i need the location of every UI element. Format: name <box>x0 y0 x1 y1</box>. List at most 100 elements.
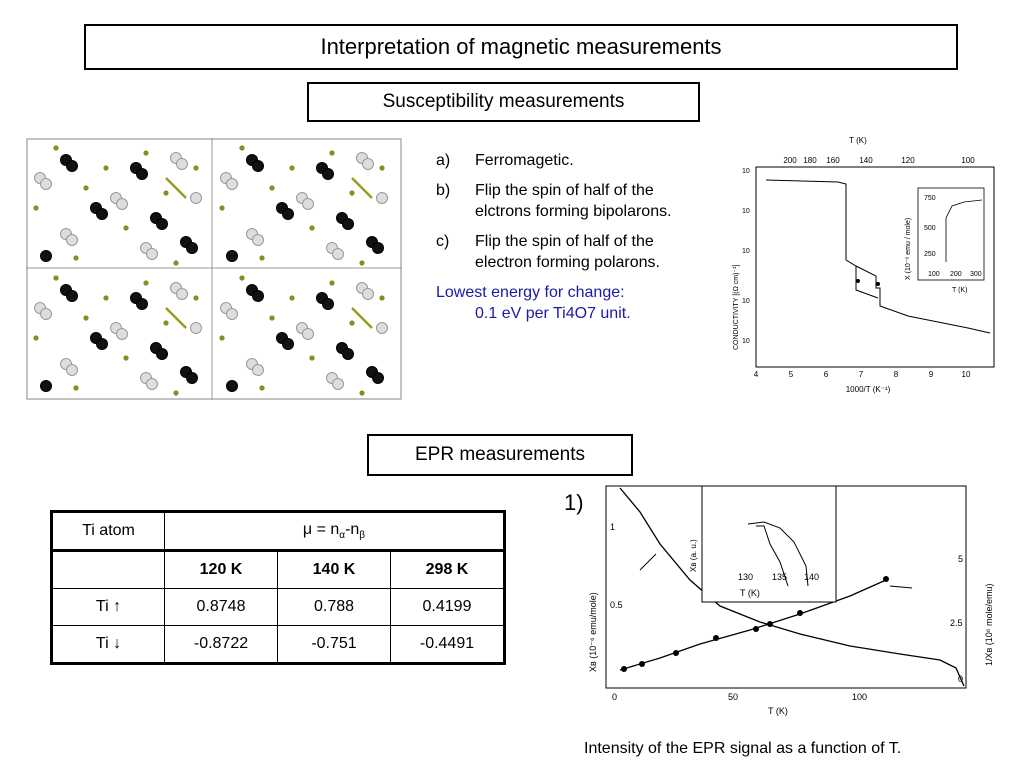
atom <box>190 192 202 204</box>
inset-frame <box>701 485 837 603</box>
epr-heading: EPR measurements <box>367 434 633 476</box>
inset-x-tick: 100 <box>928 271 940 278</box>
inset-curve <box>945 199 983 262</box>
y-tick: 10 <box>742 298 750 305</box>
oxygen-atom <box>379 165 385 171</box>
conductivity-curve-branch <box>855 266 879 299</box>
y-tick: 10 <box>742 248 750 255</box>
oxygen-atom <box>33 205 39 211</box>
inset-x-tick: 300 <box>970 271 982 278</box>
top-tick: 160 <box>826 156 840 165</box>
row-label: Ti ↓ <box>51 625 165 664</box>
atom <box>226 380 238 392</box>
oxygen-atom <box>123 225 129 231</box>
table-row: Ti ↓ -0.8722 -0.751 -0.4491 <box>51 625 505 664</box>
data-point <box>639 661 645 667</box>
list-text: Flip the spin of half of the elctrons fo… <box>475 182 672 220</box>
oxygen-atom <box>53 145 59 151</box>
crystal-structure-image <box>26 138 402 400</box>
oxygen-atom <box>143 280 149 286</box>
crystal-frame <box>26 138 402 400</box>
oxygen-atom <box>359 390 365 396</box>
plot-frame <box>755 166 995 368</box>
epr-caption: Intensity of the EPR signal as a functio… <box>584 740 902 757</box>
right-y-tick: 0 <box>958 674 963 684</box>
arrow <box>889 585 913 589</box>
atom <box>156 218 168 230</box>
atom <box>342 218 354 230</box>
atom <box>226 178 238 190</box>
bottom-tick: 9 <box>929 370 934 379</box>
left-y-label: Xʙ (10⁻⁶ emu/mole) <box>588 592 598 672</box>
bond <box>165 177 187 199</box>
oxygen-atom <box>193 165 199 171</box>
table-cell: 0.8748 <box>164 588 278 626</box>
data-point <box>673 650 679 656</box>
atom <box>302 198 314 210</box>
oxygen-atom <box>269 185 275 191</box>
oxygen-atom <box>309 355 315 361</box>
oxygen-atom <box>289 295 295 301</box>
oxygen-atom <box>259 385 265 391</box>
energy-note-line2: 0.1 eV per Ti4O7 unit. <box>475 305 631 322</box>
oxygen-atom <box>239 275 245 281</box>
list-marker: a) <box>436 152 451 169</box>
oxygen-atom <box>349 190 355 196</box>
data-point <box>876 282 880 286</box>
data-point <box>713 635 719 641</box>
atom <box>66 234 78 246</box>
oxygen-atom <box>53 275 59 281</box>
oxygen-atom <box>259 255 265 261</box>
atom <box>146 378 158 390</box>
data-point <box>797 610 803 616</box>
susceptibility-heading: Susceptibility measurements <box>307 82 700 122</box>
slide-title: Interpretation of magnetic measurements <box>84 24 958 70</box>
atom <box>226 308 238 320</box>
inset-y-label: Xʙ (a. u.) <box>689 539 698 572</box>
inset-x-label: T (K) <box>740 588 760 598</box>
inset-x-tick: 140 <box>804 572 819 582</box>
right-y-label: 1/Xʙ (10⁶ mole/emu) <box>984 583 994 666</box>
atom <box>146 248 158 260</box>
inset-y-tick: 250 <box>924 251 936 258</box>
oxygen-atom <box>103 165 109 171</box>
table-row: Ti ↑ 0.8748 0.788 0.4199 <box>51 588 505 626</box>
oxygen-atom <box>163 190 169 196</box>
data-point <box>767 621 773 627</box>
atom <box>322 168 334 180</box>
oxygen-atom <box>173 260 179 266</box>
inset-curve <box>747 521 809 587</box>
oxygen-atom <box>193 295 199 301</box>
bottom-tick: 10 <box>962 370 971 379</box>
y-tick: 10 <box>742 208 750 215</box>
top-tick: 200 <box>783 156 797 165</box>
atom <box>40 178 52 190</box>
oxygen-atom <box>359 260 365 266</box>
atom <box>176 288 188 300</box>
oxygen-atom <box>289 165 295 171</box>
temp-cell: 298 K <box>390 550 505 589</box>
atom <box>302 328 314 340</box>
epr-plot: Xʙ (a. u.) 130 135 140 T (K) 1 0.5 Xʙ (1… <box>588 485 994 716</box>
atom <box>376 322 388 334</box>
oxygen-atom <box>143 150 149 156</box>
list-item: c) Flip the spin of half of the electron … <box>436 231 686 273</box>
right-y-tick: 2.5 <box>950 618 963 628</box>
y-tick: 10 <box>742 168 750 175</box>
atom <box>136 168 148 180</box>
temp-cell: 120 K <box>164 550 278 589</box>
table-header-row: Ti atom μ = nα-nβ <box>51 511 505 552</box>
right-y-tick: 5 <box>958 554 963 564</box>
crystal-atoms <box>33 145 388 396</box>
list-item: a) Ferromagetic. <box>436 150 686 171</box>
atom <box>96 338 108 350</box>
inset-frame <box>917 187 985 281</box>
bottom-tick: 6 <box>824 370 829 379</box>
atom <box>66 160 78 172</box>
oxygen-atom <box>83 315 89 321</box>
y-axis-label: CONDUCTIVITY [(Ω cm)⁻¹] <box>733 265 740 350</box>
atom <box>186 372 198 384</box>
inset-x-tick: 200 <box>950 271 962 278</box>
atom <box>372 242 384 254</box>
atom <box>156 348 168 360</box>
